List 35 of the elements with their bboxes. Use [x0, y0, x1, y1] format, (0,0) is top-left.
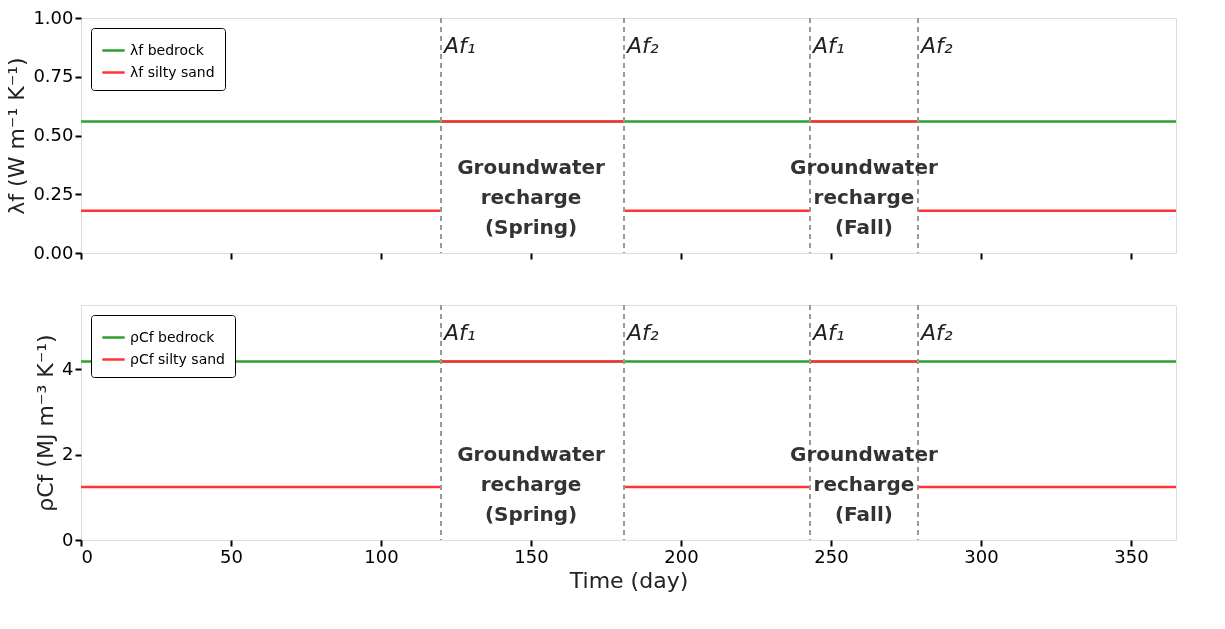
x-tick-label: 350 [1114, 545, 1149, 567]
y-tick-label: 0.00 [33, 241, 74, 263]
x-axis-title: Time (day) [568, 567, 689, 593]
ref-line-label: Af₂ [919, 319, 953, 345]
legend-label: λf silty sand [130, 63, 215, 80]
y-tick-label: 0 [62, 528, 74, 550]
ref-line-label: Af₂ [625, 319, 659, 345]
y-tick-label: 0.25 [33, 182, 74, 204]
ref-line-label: Af₁ [442, 319, 476, 345]
ref-line-label: Af₂ [919, 32, 953, 58]
y-tick-label: 1.00 [33, 6, 74, 28]
x-tick-label: 150 [514, 545, 549, 567]
legend-label: ρCf bedrock [130, 328, 216, 345]
legend-label: ρCf silty sand [130, 350, 225, 367]
annotation: Groundwater recharge (Spring) [457, 155, 606, 240]
x-tick-label: 200 [664, 545, 699, 567]
y-tick-label: 0.75 [33, 65, 74, 87]
x-tick-label: 50 [220, 545, 243, 567]
ref-line-label: Af₁ [811, 32, 845, 58]
y-axis-title: ρCf (MJ m⁻³ K⁻¹) [33, 334, 59, 512]
ref-line-label: Af₁ [442, 32, 476, 58]
annotation: Groundwater recharge (Spring) [457, 442, 606, 527]
y-tick-label: 2 [62, 443, 74, 465]
x-tick-label: 0 [81, 545, 93, 567]
ref-line-label: Af₂ [625, 32, 659, 58]
y-tick-label: 0.50 [33, 124, 74, 145]
annotation: Groundwater recharge (Fall) [790, 155, 938, 240]
x-tick-label: 300 [964, 545, 999, 567]
x-tick-label: 250 [814, 545, 849, 567]
x-tick-label: 100 [364, 545, 399, 567]
annotation: Groundwater recharge (Fall) [790, 442, 938, 527]
y-axis-title: λf (W m⁻¹ K⁻¹) [4, 57, 30, 215]
legend-label: λf bedrock [130, 41, 205, 58]
y-tick-label: 4 [62, 357, 74, 379]
ref-line-label: Af₁ [811, 319, 845, 345]
